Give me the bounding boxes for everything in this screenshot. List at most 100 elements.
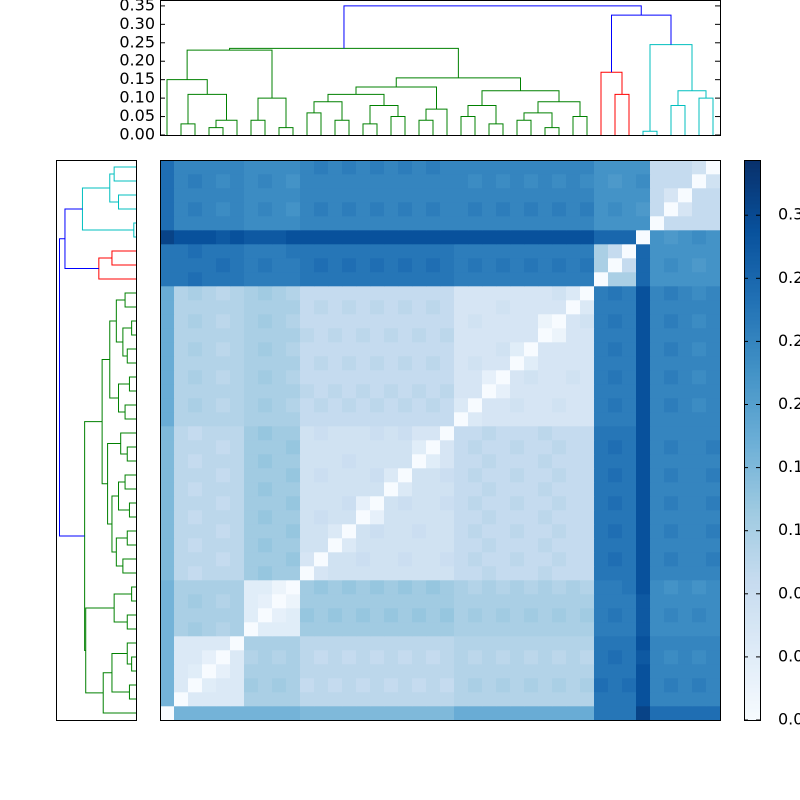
heatmap-cell bbox=[230, 342, 245, 357]
heatmap-cell bbox=[468, 342, 483, 357]
heatmap-cell bbox=[580, 272, 595, 287]
heatmap-cell bbox=[426, 244, 441, 259]
heatmap-cell bbox=[174, 188, 189, 203]
heatmap-cell bbox=[692, 216, 707, 231]
heatmap-cell bbox=[412, 664, 427, 679]
heatmap-cell bbox=[328, 566, 343, 581]
heatmap-cell bbox=[244, 230, 259, 245]
heatmap-cell bbox=[272, 608, 287, 623]
heatmap-cell bbox=[678, 678, 693, 693]
heatmap-cell bbox=[510, 356, 525, 371]
heatmap-cell bbox=[664, 258, 679, 273]
heatmap-cell bbox=[230, 426, 245, 441]
heatmap-cell bbox=[664, 706, 679, 721]
heatmap-cell bbox=[356, 300, 371, 315]
heatmap-cell bbox=[440, 636, 455, 651]
colorbar-segment bbox=[744, 228, 760, 233]
heatmap-cell bbox=[328, 230, 343, 245]
heatmap-cell bbox=[412, 678, 427, 693]
heatmap-cell bbox=[678, 496, 693, 511]
dendrogram-link bbox=[698, 97, 714, 135]
heatmap-cell bbox=[244, 314, 259, 329]
heatmap-cell bbox=[594, 426, 609, 441]
heatmap-cell bbox=[552, 552, 567, 567]
heatmap-cell bbox=[300, 706, 315, 721]
heatmap-cell bbox=[272, 664, 287, 679]
heatmap-cell bbox=[468, 580, 483, 595]
heatmap-cell bbox=[622, 244, 637, 259]
heatmap-cell bbox=[188, 608, 203, 623]
heatmap-cell bbox=[678, 328, 693, 343]
heatmap-cell bbox=[468, 692, 483, 707]
heatmap-cell bbox=[216, 426, 231, 441]
heatmap-cell bbox=[328, 636, 343, 651]
heatmap-cell bbox=[552, 594, 567, 609]
heatmap-cell bbox=[636, 230, 651, 245]
heatmap-cell bbox=[594, 314, 609, 329]
heatmap-cell bbox=[692, 468, 707, 483]
heatmap-cell bbox=[384, 300, 399, 315]
heatmap-cell bbox=[678, 342, 693, 357]
heatmap-cell bbox=[622, 468, 637, 483]
heatmap-cell bbox=[566, 370, 581, 385]
dendrogram-link bbox=[313, 101, 343, 121]
colorbar-segment bbox=[744, 468, 760, 473]
heatmap-cell bbox=[174, 482, 189, 497]
heatmap-cell bbox=[174, 580, 189, 595]
heatmap-cell bbox=[272, 258, 287, 273]
heatmap-cell bbox=[272, 398, 287, 413]
heatmap-cell bbox=[244, 538, 259, 553]
heatmap-cell bbox=[300, 426, 315, 441]
heatmap-cell bbox=[314, 342, 329, 357]
heatmap-cell bbox=[468, 608, 483, 623]
heatmap-cell bbox=[440, 412, 455, 427]
heatmap-cell bbox=[524, 230, 539, 245]
heatmap-cell bbox=[678, 692, 693, 707]
heatmap bbox=[160, 160, 721, 721]
heatmap-cell bbox=[258, 398, 273, 413]
heatmap-cell bbox=[510, 468, 525, 483]
heatmap-cell bbox=[678, 664, 693, 679]
heatmap-cell bbox=[272, 412, 287, 427]
heatmap-cell bbox=[174, 370, 189, 385]
heatmap-cell bbox=[272, 706, 287, 721]
dendrogram-link bbox=[306, 112, 322, 135]
heatmap-cell bbox=[300, 580, 315, 595]
heatmap-cell bbox=[622, 566, 637, 581]
heatmap-cell bbox=[258, 622, 273, 637]
heatmap-cell bbox=[692, 594, 707, 609]
heatmap-cell bbox=[608, 286, 623, 301]
heatmap-cell bbox=[664, 622, 679, 637]
heatmap-cell bbox=[328, 664, 343, 679]
heatmap-cell bbox=[566, 706, 581, 721]
colorbar-segment bbox=[744, 620, 760, 625]
heatmap-cell bbox=[174, 230, 189, 245]
heatmap-cell bbox=[370, 202, 385, 217]
heatmap-cell bbox=[496, 454, 511, 469]
heatmap-cell bbox=[594, 496, 609, 511]
y-tick-label: 0.20 bbox=[119, 51, 155, 70]
heatmap-cell bbox=[370, 636, 385, 651]
heatmap-cell bbox=[328, 440, 343, 455]
heatmap-cell bbox=[258, 258, 273, 273]
heatmap-cell bbox=[636, 692, 651, 707]
heatmap-cell bbox=[356, 552, 371, 567]
heatmap-cell bbox=[356, 454, 371, 469]
heatmap-cell bbox=[552, 510, 567, 525]
heatmap-cell bbox=[258, 524, 273, 539]
heatmap-cell bbox=[328, 342, 343, 357]
heatmap-cell bbox=[650, 468, 665, 483]
heatmap-cell bbox=[678, 356, 693, 371]
heatmap-cell bbox=[454, 314, 469, 329]
colorbar-segment bbox=[744, 436, 760, 441]
heatmap-cell bbox=[160, 510, 175, 525]
heatmap-cell bbox=[650, 286, 665, 301]
heatmap-cell bbox=[622, 650, 637, 665]
heatmap-cell bbox=[468, 230, 483, 245]
heatmap-cell bbox=[384, 594, 399, 609]
heatmap-cell bbox=[230, 594, 245, 609]
heatmap-cell bbox=[202, 650, 217, 665]
heatmap-cell bbox=[244, 594, 259, 609]
colorbar-segment bbox=[744, 340, 760, 345]
heatmap-cell bbox=[608, 188, 623, 203]
